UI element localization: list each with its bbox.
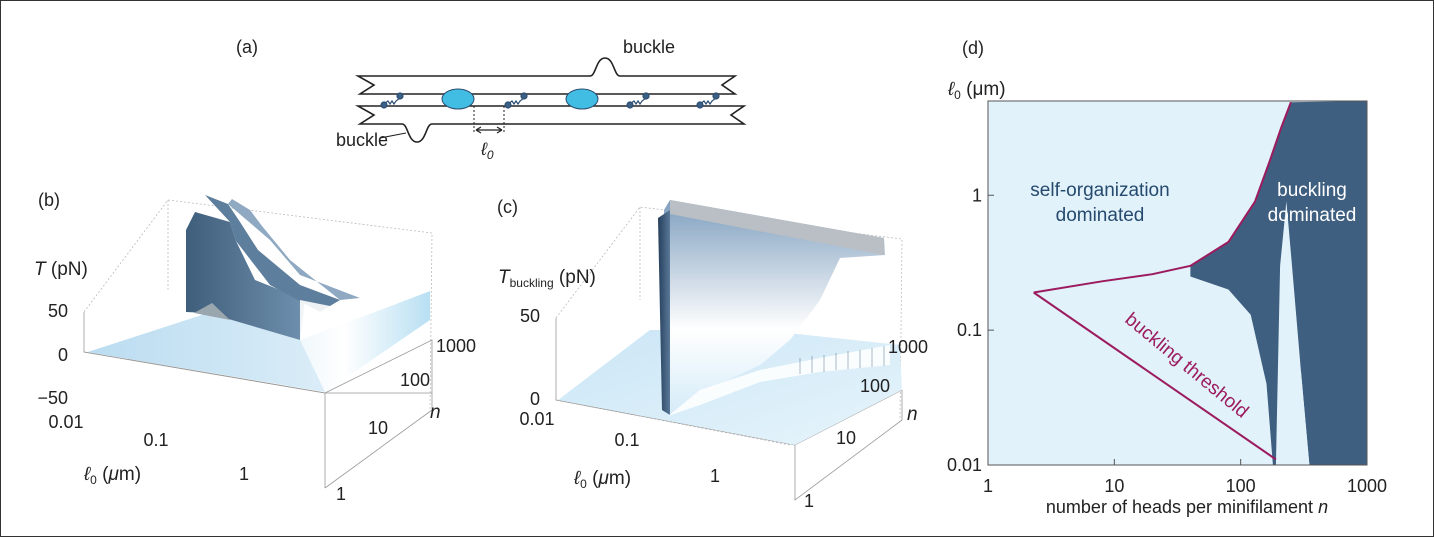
panel-b-xtick-01: 0.1 (143, 430, 168, 450)
panel-c-surface-plot: (c) Tbuckling (pN) 50 0 0.01 0.1 1 ℓ0 (μ… (497, 197, 928, 511)
buckling-dominated-region (1190, 101, 1367, 465)
buckling-threshold-line (1033, 291, 1277, 461)
panel-d-ticks: 1 10 100 1000 0.01 0.1 1 (947, 185, 1387, 496)
panel-b-xtick-1: 1 (239, 464, 249, 484)
region-label-self-organization-2: dominated (1056, 205, 1145, 226)
self-organized-spike (1275, 201, 1310, 465)
panel-b-surface-plot: (b) T (pN) 50 0 −50 0.01 0.1 1 ℓ0 (μm) 1… (34, 190, 476, 504)
panel-c-xtick-1: 1 (710, 466, 720, 486)
lower-filament (354, 105, 747, 143)
panel-a-label: (a) (236, 37, 258, 57)
region-label-buckling-2: dominated (1268, 205, 1357, 226)
panel-c-surface (662, 200, 885, 416)
panel-c-zlabel: Tbuckling (pN) (498, 267, 596, 290)
panel-b-ztick-50: 50 (48, 301, 68, 321)
panel-c-xtick-01: 0.1 (614, 430, 639, 450)
crosslinker-spring (696, 92, 720, 109)
panel-c-xtick-001: 0.01 (519, 409, 554, 429)
panel-c-ztick-50: 50 (520, 306, 540, 326)
panel-c-label: (c) (497, 197, 518, 217)
panel-b-box-edges (83, 312, 433, 489)
panel-b-ridge (205, 195, 340, 312)
panel-d-ytick: 1 (972, 185, 982, 205)
panel-d-xtick: 1 (983, 476, 993, 496)
panel-b-ztick-0: 0 (58, 345, 68, 365)
panel-d-label: (d) (962, 38, 984, 58)
panel-c-ntick-1: 1 (804, 491, 814, 511)
panel-c-hatch (799, 346, 885, 374)
motor-ellipse (565, 88, 599, 110)
panel-b-ridge-highlight (228, 199, 360, 300)
panel-c-top-cap (670, 200, 884, 255)
panel-b-zlabel: T (pN) (34, 259, 88, 280)
panel-b-label: (b) (38, 190, 60, 210)
panel-c-nlabel: n (907, 404, 918, 425)
panel-d-xtick: 100 (1226, 476, 1256, 496)
panel-c-ntick-10: 10 (836, 428, 856, 448)
spacing-arrow (475, 126, 503, 134)
panel-d-ytick: 0.01 (947, 455, 982, 475)
spacing-label: ℓ0 (480, 139, 494, 162)
panel-d-phase-diagram: (d) ℓ0 (μm) self-organization dominated … (947, 38, 1387, 517)
panel-b-gray-cap (194, 303, 230, 320)
panel-d-ytick: 0.1 (957, 320, 982, 340)
panel-a-schematic: (a) ℓ0 buckle buckle (236, 37, 747, 162)
panel-b-ntick-100: 100 (400, 370, 430, 390)
panel-c-ztick-0: 0 (530, 389, 540, 409)
panel-c-wall (658, 210, 670, 415)
panel-c-curve (668, 345, 890, 416)
panel-b-surface-front (88, 313, 325, 392)
panel-c-box (555, 206, 903, 446)
buckling-threshold-curve (1033, 101, 1292, 294)
panel-d-frame (987, 100, 1368, 466)
panel-c-xlabel: ℓ0 (μm) (573, 468, 631, 491)
buckle-pointer (379, 132, 407, 139)
crosslinker-spring (504, 92, 528, 109)
upper-filament (354, 57, 738, 95)
motor-ellipse (441, 88, 475, 110)
panel-b-highlight (300, 288, 430, 340)
panel-b-ntick-1000: 1000 (436, 336, 476, 356)
panel-b-xtick-001: 0.01 (48, 412, 83, 432)
region-label-self-organization: self-organization (1030, 180, 1169, 201)
crosslinker-spring (626, 92, 650, 109)
buckle-label-top: buckle (623, 37, 675, 57)
panel-b-ntick-10: 10 (368, 418, 388, 438)
panel-b-ntick-1: 1 (336, 484, 346, 504)
panel-b-box (83, 199, 433, 411)
panel-d-xtick: 1000 (1347, 476, 1387, 496)
panel-d-ylabel: ℓ0 (μm) (947, 79, 1006, 102)
panel-b-xlabel: ℓ0 (μm) (83, 464, 141, 487)
panel-c-ntick-100: 100 (860, 376, 890, 396)
panel-c-ntick-1000: 1000 (888, 337, 928, 357)
panel-d-xlabel: number of heads per minifilament n (1046, 497, 1328, 517)
buckle-label-bottom: buckle (336, 130, 388, 150)
panel-b-ztick-neg50: −50 (37, 388, 68, 408)
region-label-buckling: buckling (1277, 180, 1347, 201)
crosslinker-spring (380, 92, 404, 109)
panel-b-nlabel: n (430, 402, 441, 423)
panel-d-xtick: 10 (1104, 476, 1124, 496)
